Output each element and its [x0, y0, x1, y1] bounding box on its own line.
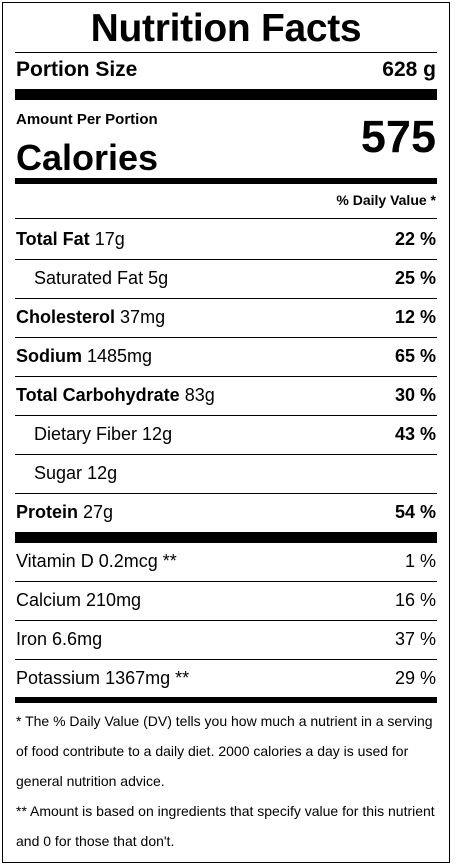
divider: [15, 337, 437, 338]
vitamin-dv: 37 %: [394, 629, 436, 649]
nutrient-name: Protein: [16, 502, 79, 522]
nutrient-row-sugar: Sugar 12g: [15, 454, 437, 492]
divider: [15, 415, 437, 416]
divider: [15, 620, 437, 621]
daily-value-header: % Daily Value *: [336, 192, 436, 208]
nutrient-amount: 17g: [94, 229, 125, 249]
nutrient-amount: 12g: [87, 463, 118, 483]
nutrient-row-dietary-fiber: Dietary Fiber 12g 43 %: [15, 415, 437, 453]
footnotes: * The % Daily Value (DV) tells you how m…: [16, 706, 437, 856]
nutrient-name: Cholesterol: [16, 307, 116, 327]
nutrient-dv: 30 %: [394, 385, 436, 405]
nutrient-name: Sugar: [34, 463, 83, 483]
nutrient-dv: 43 %: [394, 424, 436, 444]
nutrient-row-saturated-fat: Saturated Fat 5g 25 %: [15, 259, 437, 297]
nutrient-amount: 37mg: [120, 307, 166, 327]
nutrient-name: Dietary Fiber: [34, 424, 138, 444]
divider: [15, 493, 437, 494]
nutrient-name: Saturated Fat: [34, 268, 144, 288]
nutrient-dv: 54 %: [394, 502, 436, 522]
vitamin-name: Calcium: [16, 590, 82, 610]
divider: [15, 52, 437, 53]
vitamin-dv: 1 %: [404, 551, 436, 571]
nutrient-name: Sodium: [16, 346, 82, 366]
vitamin-row-iron: Iron 6.6mg 37 %: [15, 620, 437, 658]
nutrition-title: Nutrition Facts: [90, 7, 362, 50]
calories-label: Calories: [16, 137, 159, 178]
nutrition-label: Nutrition Facts Portion Size 628 g Amoun…: [2, 2, 450, 863]
vitamin-amount: 6.6mg: [52, 629, 103, 649]
footnote-daily-value: * The % Daily Value (DV) tells you how m…: [16, 713, 433, 789]
divider: [15, 298, 437, 299]
nutrient-amount: 1485mg: [87, 346, 153, 366]
nutrient-name: Total Carbohydrate: [16, 385, 180, 405]
nutrient-dv: 25 %: [394, 268, 436, 288]
portion-value: 628 g: [382, 58, 436, 81]
nutrient-row-sodium: Sodium 1485mg 65 %: [15, 337, 437, 375]
nutrient-row-total-fat: Total Fat 17g 22 %: [15, 220, 437, 258]
vitamin-dv: 29 %: [394, 668, 436, 688]
footnote-amount-basis: ** Amount is based on ingredients that s…: [16, 803, 435, 849]
vitamin-name: Vitamin D: [16, 551, 94, 571]
vitamin-row-calcium: Calcium 210mg 16 %: [15, 581, 437, 619]
vitamin-dv: 16 %: [394, 590, 436, 610]
nutrient-dv: 65 %: [394, 346, 436, 366]
calories-value: 575: [360, 111, 436, 162]
vitamin-row-potassium: Potassium 1367mg ** 29 %: [15, 659, 437, 697]
divider: [15, 376, 437, 377]
medium-divider: [15, 178, 437, 184]
thick-divider: [15, 532, 437, 543]
nutrient-row-cholesterol: Cholesterol 37mg 12 %: [15, 298, 437, 336]
divider: [15, 218, 437, 219]
portion-label: Portion Size: [16, 58, 138, 81]
divider: [15, 659, 437, 660]
portion-row: Portion Size 628 g: [15, 55, 437, 85]
vitamin-amount: 210mg: [86, 590, 142, 610]
nutrient-amount: 27g: [83, 502, 114, 522]
nutrient-amount: 12g: [142, 424, 173, 444]
vitamin-name: Potassium: [16, 668, 101, 688]
nutrient-amount: 83g: [184, 385, 215, 405]
vitamin-name: Iron: [16, 629, 48, 649]
medium-divider: [15, 697, 437, 703]
nutrient-row-total-carbohydrate: Total Carbohydrate 83g 30 %: [15, 376, 437, 414]
nutrient-dv: 22 %: [394, 229, 436, 249]
divider: [15, 259, 437, 260]
divider: [15, 581, 437, 582]
thick-divider: [15, 89, 437, 100]
divider: [15, 454, 437, 455]
vitamin-row-vitamin-d: Vitamin D 0.2mcg ** 1 %: [15, 542, 437, 580]
amount-per-portion: Amount Per Portion: [16, 111, 158, 128]
nutrient-name: Total Fat: [16, 229, 90, 249]
nutrient-row-protein: Protein 27g 54 %: [15, 493, 437, 531]
nutrient-dv: 12 %: [394, 307, 436, 327]
vitamin-amount: 1367mg **: [105, 668, 190, 688]
nutrient-amount: 5g: [148, 268, 169, 288]
vitamin-amount: 0.2mcg **: [98, 551, 177, 571]
